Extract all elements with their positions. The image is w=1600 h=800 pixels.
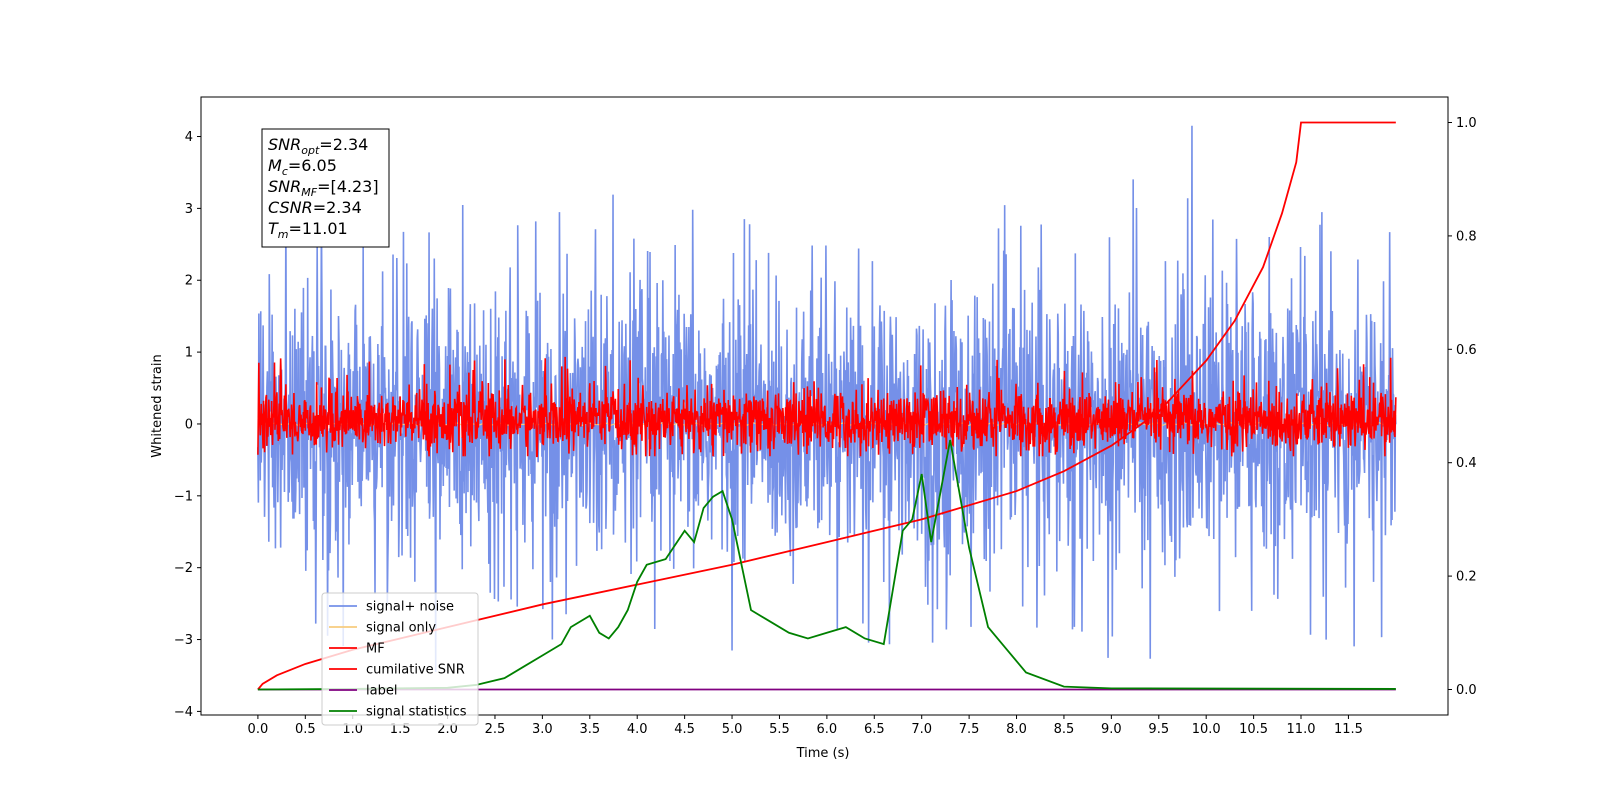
info-line-value: =[4.23]: [317, 177, 379, 196]
y-left-tick-label: −4: [174, 705, 193, 720]
series-signal-noise: [257, 125, 1397, 672]
y-left-tick-label: 4: [185, 130, 193, 145]
info-line-subscript: m: [278, 228, 289, 241]
info-line-symbol: T: [268, 219, 279, 238]
y-axis-label: Whitened strain: [150, 354, 165, 457]
x-tick-label: 1.0: [342, 722, 363, 737]
series-signal-statistics: [257, 439, 1396, 691]
x-tick-label: 5.0: [722, 722, 743, 737]
legend-label-cumilative-snr: cumilative SNR: [366, 663, 465, 678]
series-mf: [257, 356, 1397, 458]
y-left-tick-label: 0: [185, 417, 193, 432]
y-right-tick-label: 0.0: [1456, 683, 1477, 698]
y-left-tick-label: −2: [174, 561, 193, 576]
info-line: CSNR=2.34: [268, 198, 362, 217]
legend-label-signal-noise: signal+ noise: [366, 600, 454, 615]
x-tick-label: 7.0: [911, 722, 932, 737]
y-right-tick-label: 0.2: [1456, 570, 1477, 585]
legend-frame: [321, 592, 479, 726]
info-box: SNRopt=2.34Mc=6.05SNRMF=[4.23]CSNR=2.34T…: [261, 128, 390, 248]
x-tick-label: 8.0: [1006, 722, 1027, 737]
info-line-value: =6.05: [288, 156, 337, 175]
info-box-frame: [261, 128, 390, 248]
info-line-symbol: SNR: [268, 177, 301, 196]
x-tick-label: 3.5: [579, 722, 600, 737]
y-left-tick-label: −1: [174, 489, 193, 504]
y-left-tick-label: 1: [185, 346, 193, 361]
y-axis-right-ticks: 0.0 0.2 0.4 0.6 0.8 1.0: [1448, 116, 1477, 698]
x-tick-label: 8.5: [1054, 722, 1075, 737]
x-tick-label: 4.5: [674, 722, 695, 737]
info-line: SNRopt=2.34: [268, 135, 368, 157]
x-tick-label: 10.0: [1192, 722, 1221, 737]
info-line: SNRMF=[4.23]: [268, 177, 379, 199]
x-tick-label: 11.5: [1334, 722, 1363, 737]
y-right-tick-label: 0.8: [1456, 229, 1477, 244]
legend-items: signal+ noise signal only MF cumilative SNR…: [329, 600, 467, 720]
x-axis-label: Time (s): [796, 746, 850, 761]
x-tick-label: 11.0: [1287, 722, 1316, 737]
y-right-tick-label: 0.4: [1456, 456, 1477, 471]
x-tick-label: 9.5: [1148, 722, 1169, 737]
info-line-symbol: CSNR: [268, 198, 313, 217]
x-tick-label: 4.0: [627, 722, 648, 737]
legend-label-label: label: [366, 684, 397, 699]
y-left-tick-label: −3: [174, 633, 193, 648]
info-line-value: =11.01: [289, 219, 348, 238]
info-line-subscript: opt: [301, 144, 320, 157]
x-tick-label: 2.5: [485, 722, 506, 737]
legend-label-mf: MF: [366, 642, 385, 657]
x-tick-label: 9.0: [1101, 722, 1122, 737]
x-tick-label: 10.5: [1239, 722, 1268, 737]
x-tick-label: 0.5: [295, 722, 316, 737]
info-line-subscript: c: [282, 165, 288, 178]
y-right-tick-label: 1.0: [1456, 116, 1477, 131]
info-line-symbol: M: [268, 156, 282, 175]
x-tick-label: 6.0: [817, 722, 838, 737]
info-line-value: =2.34: [319, 135, 368, 154]
y-right-tick-label: 0.6: [1456, 343, 1477, 358]
legend-label-signal-only: signal only: [366, 621, 436, 636]
info-line-value: =2.34: [313, 198, 362, 217]
x-tick-label: 0.0: [248, 722, 269, 737]
y-left-tick-label: 3: [185, 202, 193, 217]
info-box-lines: SNRopt=2.34Mc=6.05SNRMF=[4.23]CSNR=2.34T…: [268, 135, 379, 241]
x-tick-label: 3.0: [532, 722, 553, 737]
legend-label-signal-statistics: signal statistics: [366, 705, 467, 720]
x-axis-ticks: 0.0 0.5 1.0 1.5 2.0 2.5 3.0 3.5 4.0 4.5 5.0 5.5 6.0 6…: [248, 715, 1363, 737]
info-line: Tm=11.01: [268, 219, 348, 241]
x-tick-label: 6.5: [864, 722, 885, 737]
info-line-symbol: SNR: [268, 135, 301, 154]
info-line: Mc=6.05: [268, 156, 337, 178]
plot-frame: [200, 96, 1449, 716]
x-tick-label: 7.5: [959, 722, 980, 737]
y-axis-left-ticks: −4 −3 −2 −1 0 1 2 3 4: [174, 130, 201, 720]
x-tick-label: 5.5: [769, 722, 790, 737]
y-left-tick-label: 2: [185, 274, 193, 289]
info-line-subscript: MF: [301, 186, 317, 199]
legend: signal+ noise signal only MF cumilative SNR…: [321, 592, 479, 726]
x-tick-label: 2.0: [437, 722, 458, 737]
x-tick-label: 1.5: [390, 722, 411, 737]
